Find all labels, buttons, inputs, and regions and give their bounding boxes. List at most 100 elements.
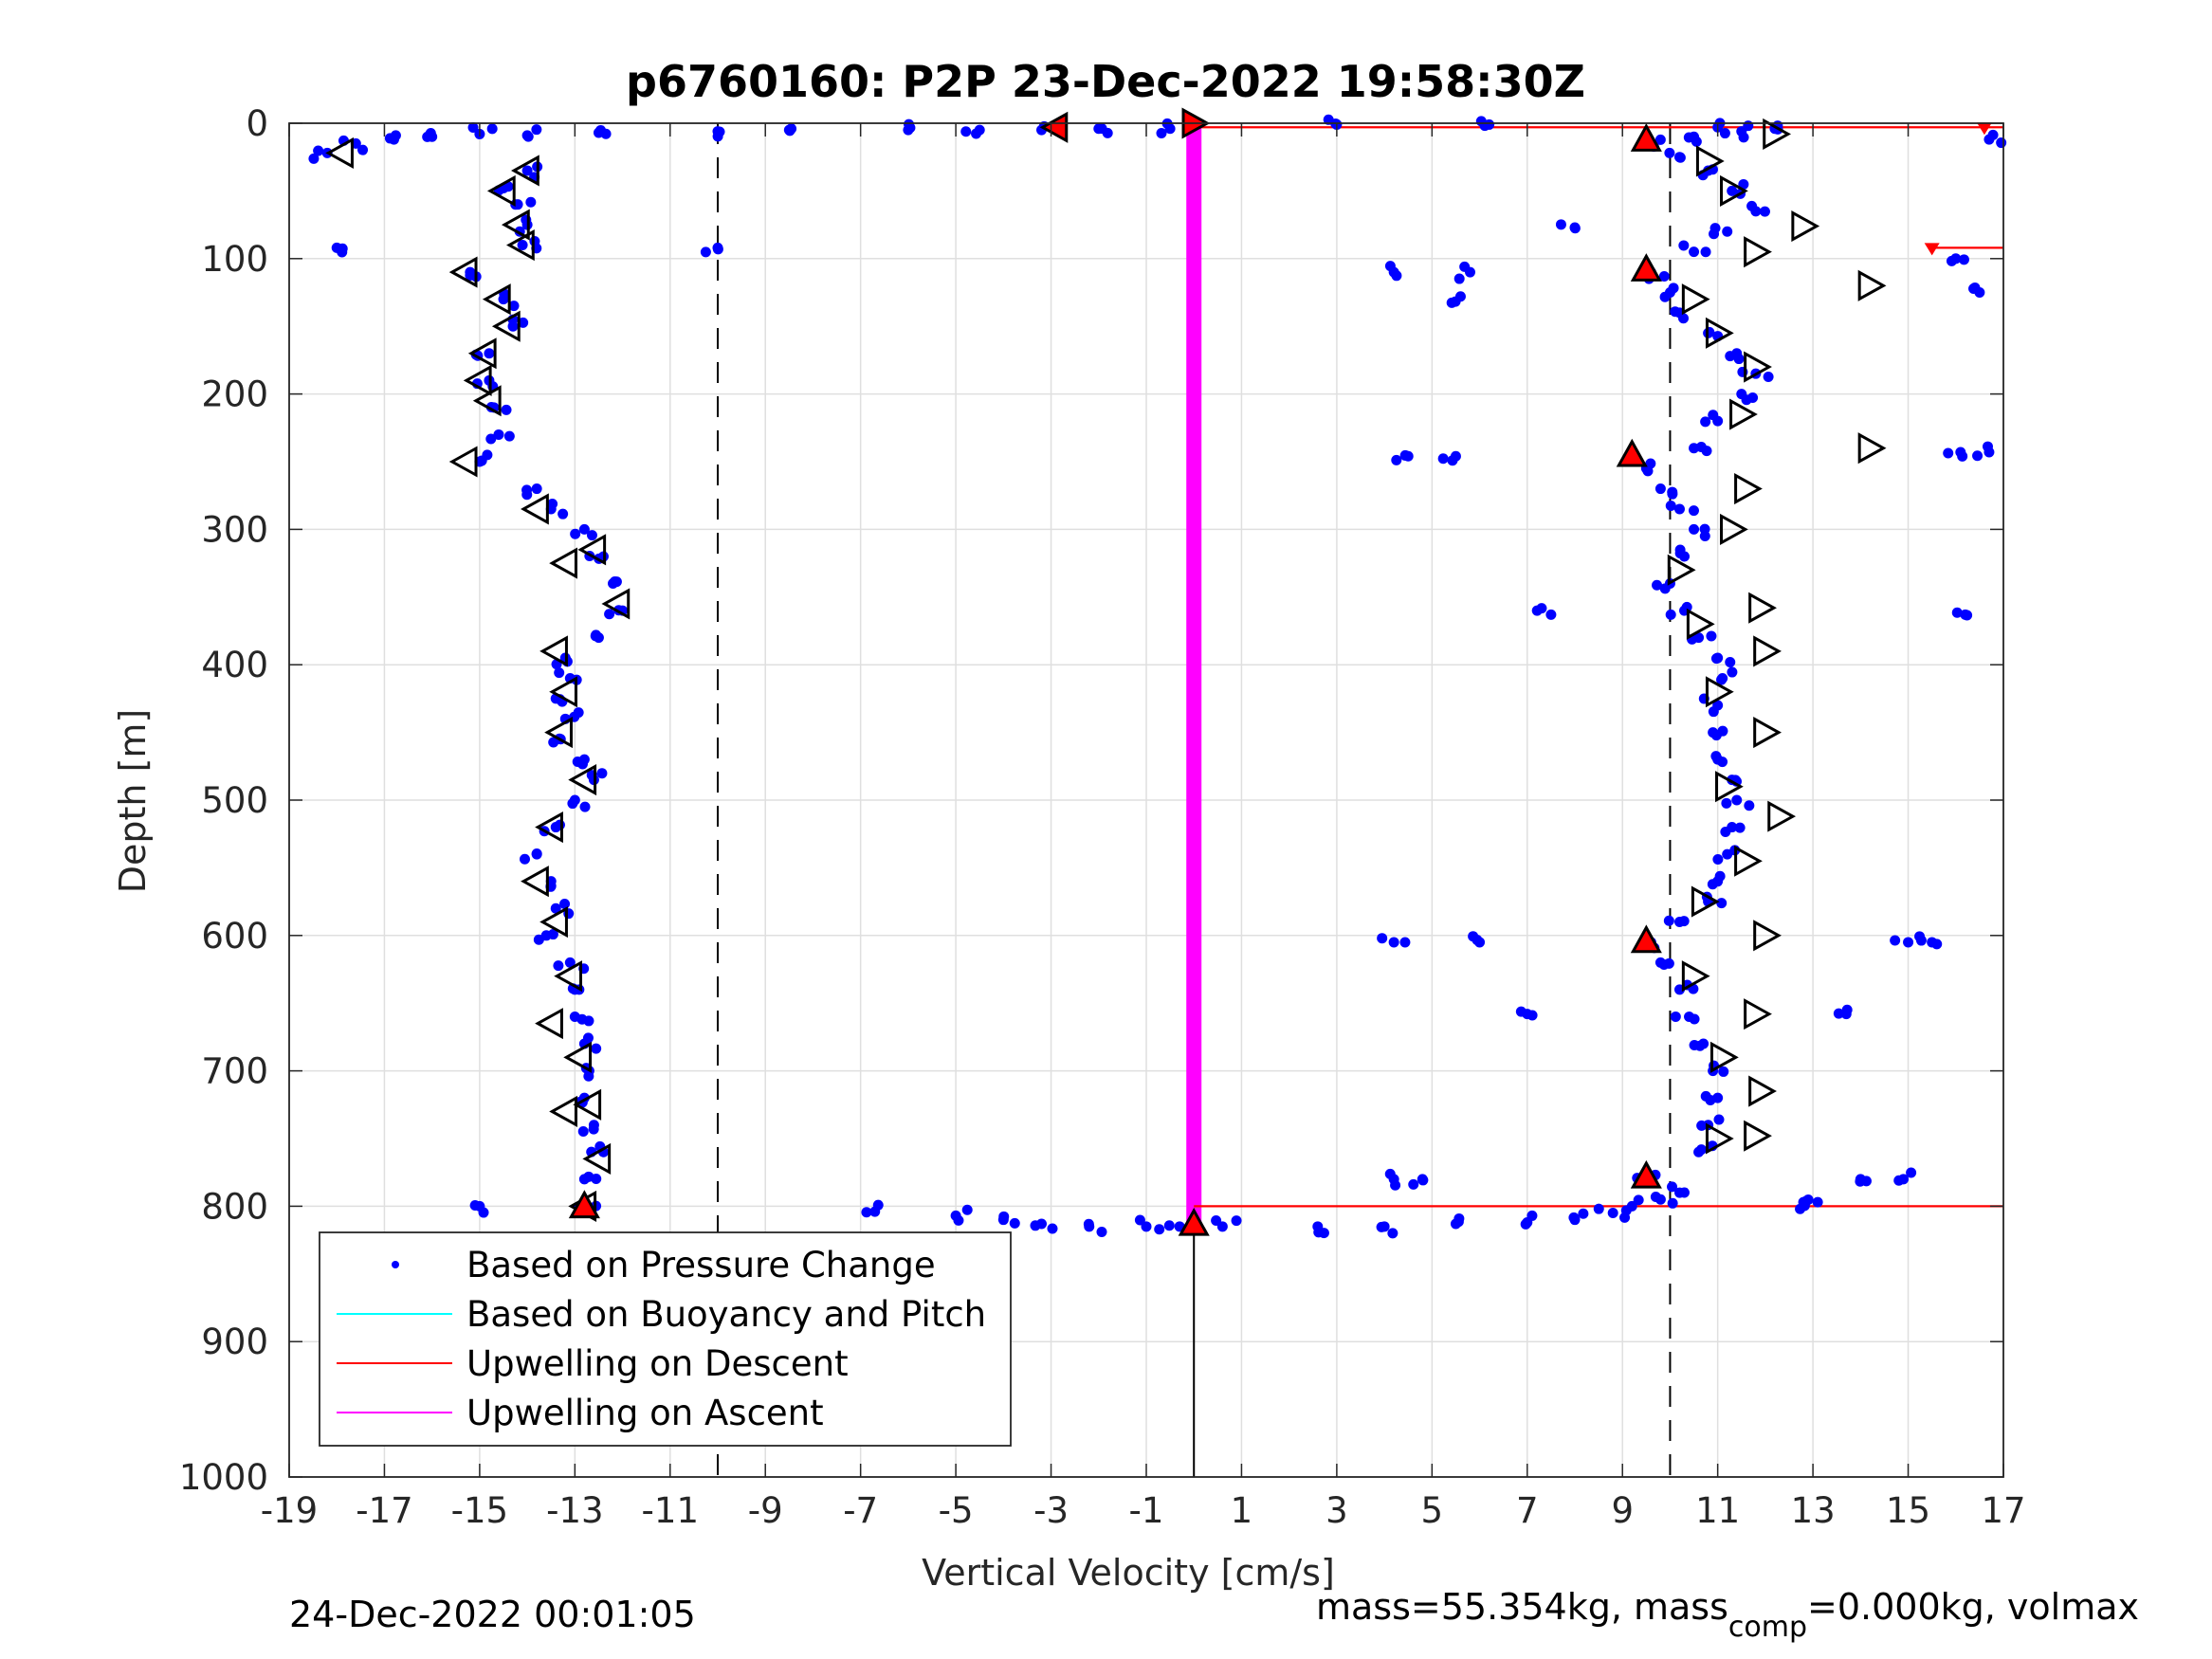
pitch-ascent-marker [1791,210,1820,243]
x-tick-label: -15 [451,1490,508,1531]
pressure-change-point [1399,449,1411,461]
pressure-change-point [1417,1175,1429,1186]
pressure-change-point [1709,223,1721,234]
pressure-change-point [564,957,576,968]
pressure-change-point [519,853,530,865]
pressure-change-point [1696,1120,1708,1131]
pitch-ascent-marker [1695,145,1725,177]
legend-box [319,1231,1012,1447]
pressure-change-point [1568,1212,1580,1223]
pitch-ascent-marker [1681,960,1710,993]
pressure-change-point [1479,120,1490,132]
pressure-change-point [1526,1210,1538,1221]
pressure-change-point [1607,1208,1618,1219]
pitch-ascent-marker [1705,317,1734,349]
pressure-change-point [1083,1218,1094,1230]
pitch-ascent-marker [1857,432,1887,465]
pitch-descent-marker [582,1142,612,1175]
pressure-change-point [1700,416,1711,428]
pitch-descent-marker [325,137,354,169]
pressure-change-point [1096,1226,1107,1237]
pitch-descent-marker [544,717,573,749]
y-tick-label: 400 [201,645,268,685]
pressure-change-point [554,667,565,679]
upwelling-marker [568,1190,600,1219]
legend-swatch-dot [392,1261,399,1268]
y-tick-label: 500 [201,780,268,821]
pressure-change-point [467,122,479,134]
plot-frame [288,122,2004,1478]
pressure-change-point [484,348,495,359]
pressure-change-point [1725,656,1736,667]
pressure-change-point [553,960,564,972]
pressure-change-point [1962,610,1973,621]
x-tick-label: -3 [1033,1490,1069,1531]
y-tick-label: 600 [201,916,268,957]
pressure-change-point [905,122,916,134]
pitch-descent-marker [535,811,563,844]
upwelling-marker [1616,438,1648,467]
pressure-change-point [1450,296,1461,307]
legend-label: Based on Buoyancy and Pitch [466,1294,986,1335]
pitch-ascent-marker [1686,608,1715,640]
pressure-change-point [712,244,723,255]
pitch-descent-marker [463,364,492,396]
x-tick-label: 5 [1421,1490,1444,1531]
legend: Based on Pressure Change Based on Buoyanc… [319,1231,1012,1447]
pitch-descent-marker [472,385,502,417]
pressure-change-point [1391,454,1402,465]
axes: -19 -17 -15 -13 -11 -9 -7 -5 -3 -1 1 3 5 7 9 11 13 15 1701… [179,103,2026,1531]
footer-timestamp: 24-Dec-2022 00:01:05 [289,1594,696,1635]
pressure-change-point [1141,1221,1152,1232]
pressure-change-point [522,131,534,142]
pressure-change-point [998,1211,1010,1222]
pressure-change-point [1678,313,1690,324]
pressure-change-point [1578,1208,1589,1219]
pitch-ascent-marker [1709,1041,1739,1073]
pitch-descent-marker [501,209,530,241]
pressure-change-point [469,1199,481,1211]
pressure-change-point [700,246,711,258]
pressure-change-point [1663,915,1674,926]
pressure-change-point [1713,1114,1725,1125]
pressure-change-point [313,145,324,156]
pitch-ascent-marker [1734,845,1763,877]
pressure-change-point [1689,1040,1700,1051]
pressure-change-point [531,124,542,136]
pressure-change-point [1620,1205,1632,1216]
pressure-change-point [1812,1196,1823,1208]
pressure-change-point [714,126,725,137]
pressure-change-point [1982,441,1993,452]
pressure-change-point [1678,1187,1690,1198]
pressure-change-point [1972,450,1983,462]
pressure-change-point [1323,114,1334,125]
pressure-change-point [1399,937,1411,948]
x-tick-label: 1 [1231,1490,1253,1531]
pressure-change-point [1721,797,1732,809]
x-tick-label: 17 [1981,1490,2025,1531]
pressure-change-point [1047,1223,1058,1234]
pitch-descent-marker [506,228,535,262]
pitch-descent-marker [549,676,577,708]
pressure-change-point [1520,1218,1531,1230]
pitch-descent-marker [535,1008,563,1040]
footer-mass-text: mass=55.354kg, mass [1316,1586,1728,1628]
pressure-change-point [1674,152,1686,163]
pressure-change-point [1951,607,1963,618]
x-tick-label: -7 [843,1490,878,1531]
pitch-ascent-marker [1744,1120,1772,1152]
pressure-change-point [521,484,533,496]
footer-mass-tail: =0.000kg, volmax [1807,1586,2139,1628]
pressure-change-point [1958,254,1969,265]
pressure-change-point [1388,937,1399,948]
pressure-change-point [529,236,540,247]
pressure-change-point [1009,1217,1020,1229]
pressure-change-point [518,317,529,328]
x-tick-label: -11 [642,1490,699,1531]
pressure-change-point [1658,270,1670,282]
x-tick-label: 13 [1791,1490,1836,1531]
pressure-change-point [1391,270,1402,282]
pressure-change-point [588,1123,599,1135]
pressure-change-point [1903,937,1914,948]
